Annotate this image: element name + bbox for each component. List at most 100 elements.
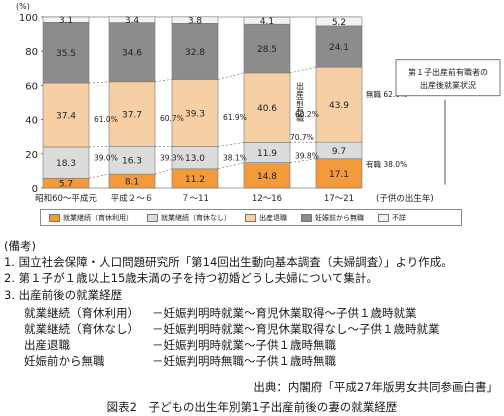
continued-label: 39.0% <box>94 154 118 163</box>
figure-title: 図表2 子どもの出生年別第1子出産前後の妻の就業経歴 <box>106 400 398 414</box>
definition-desc: －妊娠判明時就業～育児休業取得なし～子供１歳時就業 <box>152 322 440 336</box>
bar-value-label: 35.5 <box>56 49 76 59</box>
bar-value-label: 4.1 <box>260 17 274 27</box>
y-tick-label: 60 <box>25 81 38 92</box>
legend-item-no-leave: 就業継続（育休なし） <box>147 213 231 223</box>
share-label: 61.0% <box>94 115 118 124</box>
right-label-jobless: 無職 62.0% <box>366 89 407 99</box>
bar-segment <box>42 16 90 23</box>
bar-segment <box>42 22 90 84</box>
connector-line <box>217 142 245 147</box>
bar-value-label: 13.0 <box>185 154 205 164</box>
bar-value-label: 8.1 <box>125 178 139 188</box>
connector-line <box>154 79 173 83</box>
bar-value-label: 5.2 <box>332 18 346 28</box>
bar-segment <box>171 79 219 147</box>
unit-label: (%) <box>16 2 30 11</box>
annotation-box <box>395 59 501 97</box>
bar-segment <box>315 25 363 68</box>
share-label: 61.9% <box>223 113 247 122</box>
bar-value-label: 16.3 <box>122 157 142 167</box>
share-label: 60.7% <box>160 114 184 123</box>
chart-area: (%) 0 20 40 60 80 100 5.7 8.1 11.2 14.8 17.1 18.3 16.… <box>16 2 501 204</box>
vertical-label: 出産前有職 <box>296 81 305 123</box>
legend-swatch-childcare-leave <box>49 213 60 222</box>
y-tick-label: 40 <box>25 116 38 127</box>
annotation-line-2: 出産後就業状況 <box>420 80 476 90</box>
notes-heading: (備考) <box>4 239 36 253</box>
definition-desc: －妊娠判明時就業～子供１歳時無職 <box>152 338 336 352</box>
definitions-list: 就業継続（育休利用） －妊娠判明時就業～育児休業取得～子供１歳時就業 就業継続（育… <box>24 305 440 369</box>
definition-row: 出産退職 －妊娠判明時就業～子供１歳時無職 <box>24 337 440 353</box>
legend-label-jobless: 妊娠前から無職 <box>315 213 364 222</box>
definition-desc: －妊娠判明時就業～育児休業取得～子供１歳時就業 <box>152 306 417 320</box>
bar-value-label: 34.6 <box>122 49 142 59</box>
bar-segment <box>315 158 363 189</box>
bar-value-label: 40.6 <box>257 104 277 114</box>
source-text: 出典：内閣府「平成27年版男女共同参画白書」 <box>253 380 498 394</box>
x-axis-note: (子供の出生年) <box>376 193 434 204</box>
note-item-1: 1. 国立社会保障・人口問題研究所「第14回出生動向基本調査（夫婦調査）」より作… <box>4 255 453 270</box>
legend-label-no-leave: 就業継続（育休なし） <box>161 213 231 222</box>
legend-item-quit: 出産退職 <box>245 213 287 223</box>
bar-value-label: 37.7 <box>122 111 142 121</box>
x-category-label: 昭和60～平成元 <box>35 193 97 204</box>
connector-line <box>217 162 245 170</box>
y-tick-label: 0 <box>32 184 38 195</box>
legend-item-unknown: 不詳 <box>378 213 406 223</box>
legend-swatch-jobless <box>301 213 312 222</box>
definition-row: 就業継続（育休なし） －妊娠判明時就業～育児休業取得なし～子供１歳時就業 <box>24 321 440 337</box>
share-label: 60.2% <box>295 110 319 119</box>
definition-term: 出産退職 <box>24 338 70 352</box>
bar-value-label: 43.9 <box>329 101 349 111</box>
bar-value-label: 17.1 <box>329 170 349 180</box>
legend-item-jobless: 妊娠前から無職 <box>301 213 364 223</box>
bar-value-label: 9.7 <box>332 147 346 157</box>
legend-label-quit: 出産退職 <box>259 213 287 222</box>
after-birth-label: 70.7% <box>290 133 314 142</box>
connector-line <box>289 158 317 163</box>
connector-line <box>154 168 173 175</box>
legend-swatch-no-leave <box>147 213 158 222</box>
bar-segment <box>108 145 156 175</box>
bar-value-label: 5.7 <box>59 180 73 190</box>
bar-segment <box>171 16 219 24</box>
connector-line <box>88 145 110 148</box>
bar-value-label: 3.8 <box>188 17 203 27</box>
legend-swatch-quit <box>245 213 256 222</box>
bar-value-label: 11.9 <box>257 149 277 159</box>
bar-value-label: 32.8 <box>185 48 205 58</box>
bar-segment <box>108 16 156 23</box>
connector-line <box>88 173 110 179</box>
definition-row: 妊娠前から無職 －妊娠判明時無職～子供１歳時無職 <box>24 353 440 369</box>
bar-value-label: 39.3 <box>185 110 205 120</box>
bar-segment <box>315 66 363 143</box>
bar-segment <box>243 72 291 143</box>
bar-segment <box>243 162 291 189</box>
definition-row: 就業継続（育休利用） －妊娠判明時就業～育児休業取得～子供１歳時就業 <box>24 305 440 321</box>
x-category-label: ７～11 <box>181 194 209 204</box>
x-category-label: 平成２～６ <box>111 193 154 204</box>
legend-label-childcare-leave: 就業継続（育休利用） <box>63 213 133 222</box>
legend-swatch-unknown <box>378 213 389 222</box>
note-item-2: 2. 第１子が１歳以上15歳未満の子を持つ初婚どうし夫婦について集計。 <box>4 271 378 286</box>
bar-segment <box>243 16 291 25</box>
connector-line <box>289 66 317 74</box>
connector-line <box>88 81 110 84</box>
bar-segment <box>243 23 291 74</box>
bar-value-label: 11.2 <box>185 175 205 185</box>
bar-segment <box>171 23 219 80</box>
bar-value-label: 28.5 <box>257 45 277 55</box>
bar-value-label: 3.1 <box>59 16 73 26</box>
bar-value-label: 18.3 <box>56 159 76 169</box>
bar-segment <box>108 22 156 83</box>
bar-segment <box>108 81 156 147</box>
legend-item-childcare-leave: 就業継続（育休利用） <box>49 213 133 223</box>
bar-value-label: 24.1 <box>329 43 349 53</box>
y-tick-label: 100 <box>19 13 38 24</box>
bar-segment <box>42 146 90 179</box>
continued-label: 39.8% <box>295 151 319 160</box>
definition-term: 妊娠前から無職 <box>24 354 105 368</box>
bar-segment <box>42 82 90 148</box>
definition-term: 就業継続（育休なし） <box>24 322 139 336</box>
